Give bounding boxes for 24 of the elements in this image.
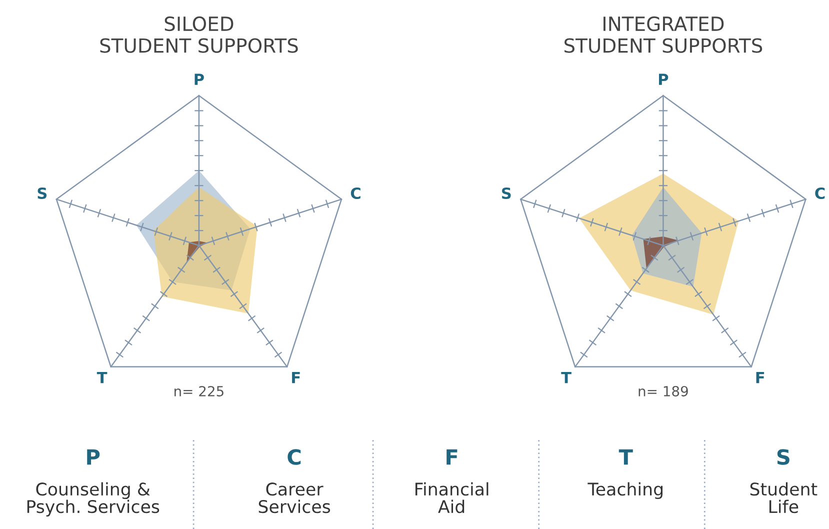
spoke-label: P [659, 74, 668, 85]
text: Student Life [750, 482, 818, 514]
text: n= 189 [638, 386, 688, 396]
spoke-label: S [502, 187, 511, 200]
text: Career Services [258, 482, 330, 514]
spoke-label: P [194, 74, 204, 85]
text: Financial Aid [415, 482, 488, 514]
chart-title: INTEGRATED STUDENT SUPPORTS [564, 16, 762, 53]
spoke-label: C [350, 187, 360, 200]
text: Counseling & Psych. Services [27, 482, 160, 516]
spoke-label: F [292, 372, 300, 384]
spoke-label: T [561, 372, 572, 384]
text: Teaching [588, 482, 662, 500]
text: P [87, 449, 100, 465]
spoke-label: T [96, 372, 108, 384]
text: F [446, 449, 458, 465]
text: n= 225 [174, 386, 224, 396]
text: C [288, 449, 301, 465]
spoke-label: F [756, 372, 764, 384]
spoke-label: C [815, 187, 825, 200]
chart-title: SILOED STUDENT SUPPORTS [100, 16, 298, 53]
text: S [777, 449, 790, 465]
text: T [618, 449, 633, 465]
spoke-label: S [38, 187, 47, 200]
